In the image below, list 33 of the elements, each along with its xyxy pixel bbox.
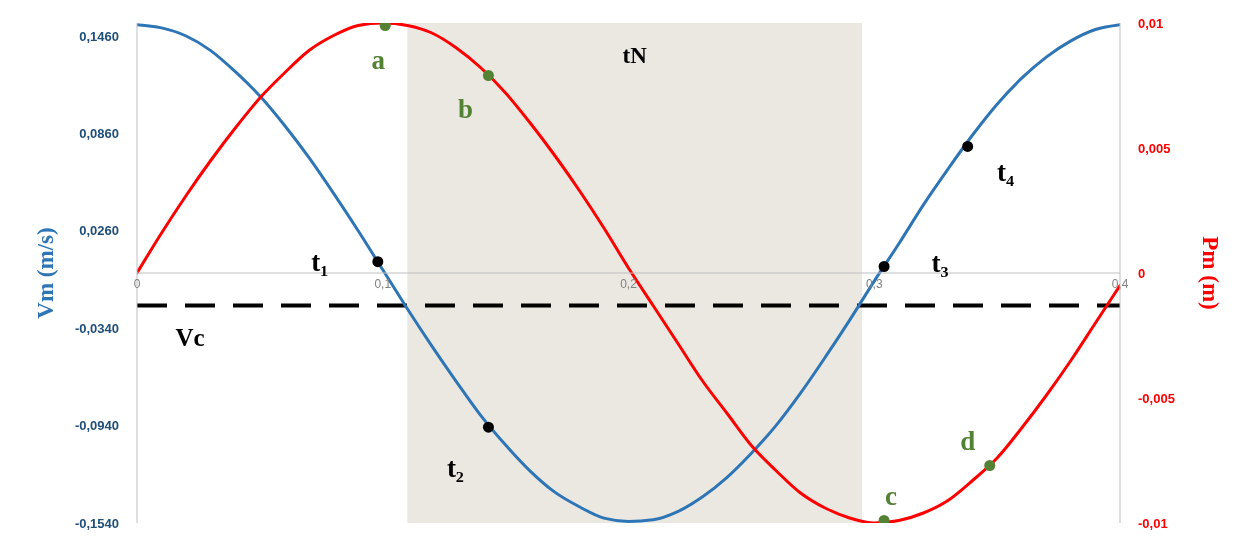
data-label: t₂	[446, 453, 464, 484]
x-tick-label: 0,1	[374, 277, 392, 291]
y-axis-title: Vm (m/s)	[32, 227, 58, 319]
y2-tick-label: -0,01	[1138, 515, 1168, 531]
y-tick-label: -0,0340	[74, 320, 119, 336]
point	[984, 460, 996, 471]
point	[482, 421, 494, 433]
data-label: c	[885, 480, 898, 511]
y-tick-label: -0,0940	[74, 418, 119, 434]
data-label: t₃	[931, 247, 949, 278]
point	[878, 261, 890, 273]
point	[482, 70, 494, 81]
data-label: b	[457, 93, 473, 124]
y-tick-label: 0,0260	[79, 223, 119, 239]
data-label: t₁	[311, 246, 329, 277]
band-label: tN	[622, 42, 648, 68]
y2-tick-label: -0,005	[1138, 390, 1175, 406]
y-tick-label: 0,0860	[79, 126, 119, 141]
data-label: d	[960, 425, 976, 456]
y2-tick-label: 0,01	[1138, 15, 1164, 31]
x-tick-label: 0,4	[1111, 277, 1129, 291]
data-label: t₄	[997, 157, 1015, 188]
y2-tick-label: 0,005	[1138, 140, 1171, 156]
ref-line-label: Vc	[175, 323, 205, 351]
y2-tick-label: 0	[1138, 265, 1146, 281]
y-tick-label: -0,1540	[74, 515, 119, 531]
x-tick-label: 0	[133, 277, 141, 291]
point	[962, 140, 974, 152]
x-tick-label: 0,2	[620, 277, 638, 291]
point	[372, 256, 384, 268]
y2-axis-title: Pm (m)	[1197, 236, 1223, 310]
y-tick-label: 0,1460	[79, 28, 119, 44]
data-label: a	[371, 44, 386, 75]
